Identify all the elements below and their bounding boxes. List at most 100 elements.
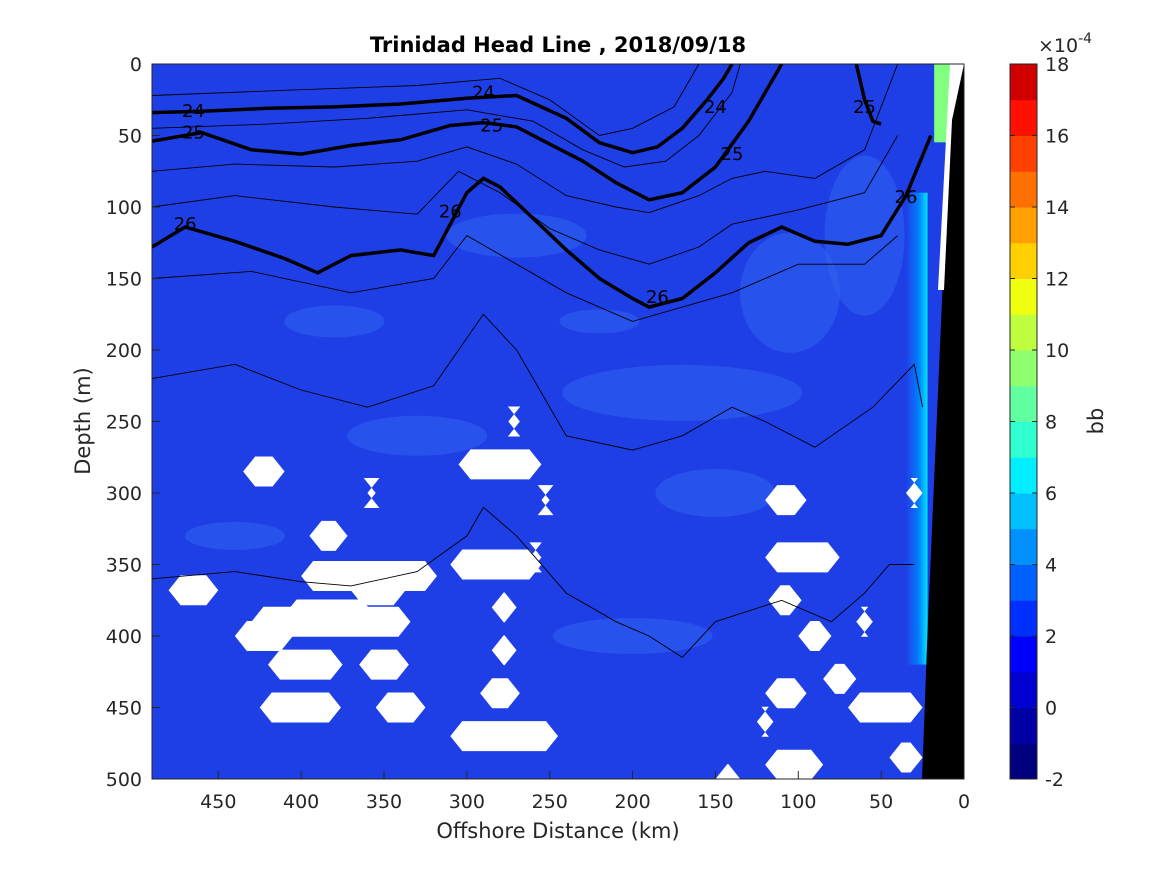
colorbar-tick-label: 10 [1045, 340, 1069, 362]
colorbar: 18 16 14 12 10 8 6 4 2 0 -2 [1009, 54, 1069, 791]
missing-data-region [798, 621, 832, 651]
missing-data-region [765, 542, 840, 573]
colorbar-tick-label: -2 [1045, 769, 1064, 791]
missing-data-region [823, 663, 857, 694]
x-axis-label: Offshore Distance (km) [436, 819, 679, 843]
y-tick-label: 0 [130, 54, 142, 76]
x-tick-label: 150 [697, 791, 733, 813]
colorbar-segment [1010, 207, 1037, 244]
colorbar-tick-label: 2 [1045, 626, 1057, 648]
bathymetry-mask [922, 64, 964, 779]
colorbar-segment [1010, 350, 1037, 387]
density-contour-24 [152, 64, 734, 155]
contour-label: 24 [182, 101, 205, 122]
missing-data-region [359, 649, 409, 680]
x-tick-label: 200 [614, 791, 650, 813]
x-tick-label: 400 [283, 791, 319, 813]
missing-data-region [309, 520, 348, 551]
colorbar-segment [1010, 171, 1037, 208]
field-patch [552, 618, 713, 654]
missing-data-region [363, 478, 380, 508]
secondary-contour [152, 135, 899, 265]
colorbar-segment [1010, 64, 1037, 101]
secondary-contour [152, 313, 924, 451]
colorbar-segment [1010, 636, 1037, 673]
colorbar-exponent-power: -4 [1078, 31, 1092, 47]
missing-data-region [765, 485, 807, 516]
surface-high-patch [934, 64, 951, 143]
contour-label: 26 [439, 201, 462, 222]
y-axis-label: Depth (m) [71, 367, 95, 474]
colorbar-tick-label: 6 [1045, 483, 1057, 505]
contour-label: 24 [472, 83, 495, 104]
secondary-contour [152, 64, 741, 168]
colorbar-segment [1010, 242, 1037, 279]
missing-data-region [491, 592, 517, 623]
colorbar-segment [1010, 600, 1037, 637]
missing-data-region [375, 692, 426, 723]
contour-label: 24 [704, 97, 727, 118]
secondary-contour [152, 64, 700, 136]
field-patch [347, 415, 488, 456]
secondary-contour [152, 64, 899, 214]
missing-data-region [268, 649, 343, 680]
colorbar-exponent: ×10-4 [1038, 31, 1092, 57]
density-contour-26 [152, 134, 933, 309]
y-tick-label: 250 [106, 412, 142, 434]
contour-label: 26 [646, 287, 669, 308]
x-axis: 450 400 350 300 250 200 150 100 50 0 [200, 771, 970, 813]
colorbar-tick-label: 18 [1045, 54, 1069, 76]
x-tick-label: 250 [532, 791, 568, 813]
x-tick-label: 50 [869, 791, 893, 813]
colorbar-segment [1010, 278, 1037, 315]
missing-data-region [507, 406, 521, 437]
contour-label: 25 [480, 115, 503, 136]
field-patch [562, 364, 803, 421]
colorbar-tick-label: 8 [1045, 412, 1057, 434]
colorbar-segment [1010, 457, 1037, 494]
colorbar-tick-label: 14 [1045, 197, 1069, 219]
missing-data-region [906, 478, 923, 508]
colorbar-segment [1010, 564, 1037, 601]
contour-label: 26 [895, 187, 918, 208]
colorbar-segment [1010, 314, 1037, 351]
field-patch [824, 155, 905, 316]
colorbar-segment [1010, 671, 1037, 708]
missing-data-region [458, 449, 542, 480]
missing-data-region [715, 764, 741, 779]
x-tick-label: 0 [958, 791, 970, 813]
missing-data-region [765, 749, 824, 779]
density-contour-25 [854, 64, 882, 126]
colorbar-exponent-base: ×10 [1038, 35, 1078, 57]
y-tick-label: 300 [106, 483, 142, 505]
missing-data-region [234, 621, 293, 651]
nearshore-edge-mask [938, 64, 964, 290]
y-tick-label: 350 [106, 555, 142, 577]
field-patch [655, 469, 776, 517]
y-tick-label: 400 [106, 626, 142, 648]
colorbar-segment [1010, 528, 1037, 565]
secondary-contour [152, 506, 915, 658]
colorbar-tick-label: 0 [1045, 698, 1057, 720]
y-tick-label: 450 [106, 698, 142, 720]
missing-data-region [243, 456, 285, 487]
field-patch [284, 305, 385, 338]
colorbar-segment [1010, 707, 1037, 744]
y-tick-label: 500 [106, 769, 142, 791]
missing-data-region [848, 692, 923, 723]
field-patch [446, 213, 587, 258]
missing-data-region [450, 721, 558, 752]
y-axis: 0 50 100 150 200 250 300 350 400 450 500 [106, 54, 160, 791]
colorbar-segment [1010, 743, 1037, 780]
y-tick-label: 100 [106, 197, 142, 219]
y-tick-label: 50 [118, 126, 142, 148]
colorbar-segment [1010, 385, 1037, 422]
field-patch [740, 232, 840, 353]
missing-data-region [450, 549, 542, 580]
secondary-contour [152, 235, 898, 322]
colorbar-segment [1010, 135, 1037, 172]
contour-label: 26 [174, 214, 197, 235]
colorbar-tick-label: 12 [1045, 269, 1069, 291]
